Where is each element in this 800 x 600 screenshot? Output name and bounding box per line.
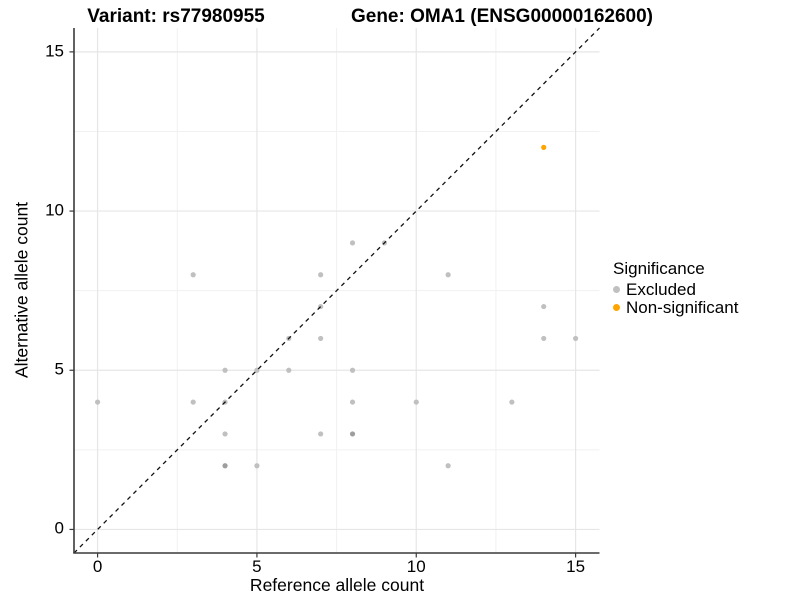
x-tick-label: 0 <box>92 557 103 576</box>
plot-title-gene: Gene: OMA1 (ENSG00000162600) <box>350 6 654 27</box>
data-point-excluded <box>286 367 292 373</box>
data-point-excluded <box>349 240 356 246</box>
y-tick-label: 10 <box>45 200 64 220</box>
data-point-excluded <box>509 399 515 405</box>
data-point-excluded <box>222 431 228 437</box>
data-point-excluded <box>349 399 356 405</box>
y-tick-label: 0 <box>54 519 64 539</box>
y-axis-title: Alternative allele count <box>11 201 32 379</box>
excluded-swatch-icon <box>613 286 620 293</box>
y-tick-label: 5 <box>54 359 64 379</box>
data-point-excluded <box>541 303 547 310</box>
data-point-excluded <box>445 272 451 278</box>
data-point-excluded <box>318 272 324 278</box>
data-point-excluded <box>541 335 547 342</box>
data-point-non-significant <box>541 144 547 150</box>
data-point-excluded <box>445 463 451 469</box>
data-point-excluded <box>318 431 324 437</box>
non-significant-swatch-icon <box>613 304 620 311</box>
x-tick-label: 5 <box>252 557 262 576</box>
legend: Significance Excluded Non-significant <box>613 259 738 316</box>
data-point-excluded <box>254 463 260 469</box>
data-point-excluded <box>94 399 101 405</box>
legend-item-non-significant: Non-significant <box>613 299 738 316</box>
data-point-excluded <box>413 399 419 405</box>
data-point-excluded <box>190 272 196 278</box>
data-point-excluded <box>318 335 324 342</box>
identity-reference-line <box>73 27 600 554</box>
data-point-excluded <box>572 335 579 342</box>
plot-title-variant: Variant: rs77980955 <box>87 6 265 27</box>
data-point-excluded <box>222 463 228 469</box>
legend-item-non-significant-label: Non-significant <box>626 298 739 317</box>
legend-item-excluded-label: Excluded <box>626 280 696 299</box>
x-tick-label: 15 <box>566 557 586 576</box>
data-point-excluded <box>349 367 356 373</box>
legend-title: Significance <box>613 259 705 278</box>
data-point-excluded <box>190 399 196 405</box>
data-point-excluded <box>222 367 228 373</box>
data-point-excluded <box>349 431 356 437</box>
x-axis-title: Reference allele count <box>249 575 425 595</box>
y-tick-label: 15 <box>45 41 64 61</box>
legend-item-excluded: Excluded <box>613 281 738 298</box>
x-tick-label: 10 <box>406 557 426 576</box>
